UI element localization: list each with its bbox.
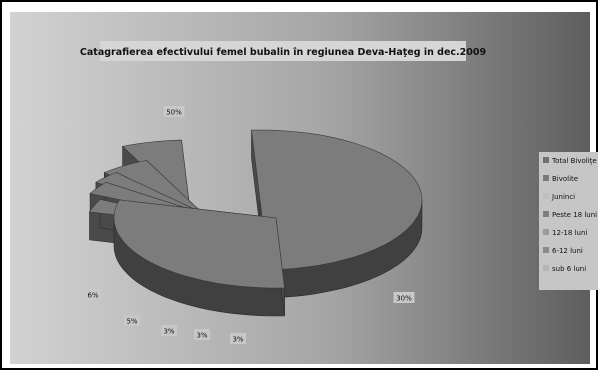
- legend-label: Juninci: [551, 193, 575, 201]
- legend-swatch: [543, 229, 549, 235]
- data-label-box: [124, 315, 140, 326]
- legend-label: Total Bivoliţe: [551, 157, 597, 165]
- chart-title-text: Catagrafierea efectivului femel bubalin …: [80, 47, 486, 58]
- data-label-box: [194, 329, 210, 340]
- legend-swatch: [543, 175, 549, 181]
- data-label-box: [161, 325, 177, 336]
- legend-item-12-18-luni: 12-18 luni: [543, 229, 587, 237]
- legend-swatch: [543, 211, 549, 217]
- legend-swatch: [543, 265, 549, 271]
- data-label-box: [85, 289, 101, 300]
- legend: Total Bivoliţe Bivolite Juninci Peste 18 lu…: [539, 152, 598, 290]
- legend-swatch: [543, 157, 549, 163]
- title-box: [100, 41, 466, 61]
- legend-swatch: [543, 193, 549, 199]
- data-label-text: 3%: [196, 332, 207, 340]
- data-label-sub-6-luni: 6%: [85, 289, 101, 300]
- slice-total-bivoli-e-top: [251, 129, 423, 271]
- data-label-box: [230, 333, 246, 344]
- data-label-text: 5%: [126, 318, 137, 326]
- data-label-box: [163, 106, 185, 117]
- pie-slices: [88, 129, 423, 317]
- data-label-12-18-luni: 3%: [161, 325, 177, 336]
- data-label-text: 3%: [163, 328, 174, 336]
- legend-label: 6-12 luni: [552, 247, 583, 255]
- legend-label: 12-18 luni: [552, 229, 587, 237]
- data-label-bivolite: 30%: [393, 292, 415, 303]
- data-labels: 50% 30% 3% 3% 3% 5% 6%: [85, 106, 415, 344]
- data-label-total-bivoli-e: 50%: [163, 106, 185, 117]
- legend-item-juninci: Juninci: [543, 193, 575, 201]
- slice-bivolite: [113, 199, 285, 317]
- legend-label: Bivolite: [552, 175, 578, 183]
- legend-item-peste-18-luni: Peste 18 luni: [543, 211, 597, 219]
- slice-bivolite-top: [113, 199, 285, 289]
- legend-item-bivolite: Bivolite: [543, 175, 578, 183]
- data-label-text: 3%: [232, 336, 243, 344]
- data-label-6-12-luni: 5%: [124, 315, 140, 326]
- data-label-text: 50%: [166, 109, 182, 117]
- data-label-box: [393, 292, 415, 303]
- legend-swatch: [543, 247, 549, 253]
- legend-label: Peste 18 luni: [552, 211, 597, 219]
- legend-item-6-12-luni: 6-12 luni: [543, 247, 583, 255]
- legend-item-total-bivoli-e: Total Bivoliţe: [543, 157, 597, 165]
- data-label-peste-18-luni: 3%: [194, 329, 210, 340]
- data-label-juninci: 3%: [230, 333, 246, 344]
- chart-title: Catagrafierea efectivului femel bubalin …: [80, 41, 486, 61]
- data-label-text: 6%: [87, 292, 98, 300]
- legend-item-sub-6-luni: sub 6 luni: [543, 265, 586, 273]
- legend-label: sub 6 luni: [552, 265, 586, 273]
- data-label-text: 30%: [396, 295, 412, 303]
